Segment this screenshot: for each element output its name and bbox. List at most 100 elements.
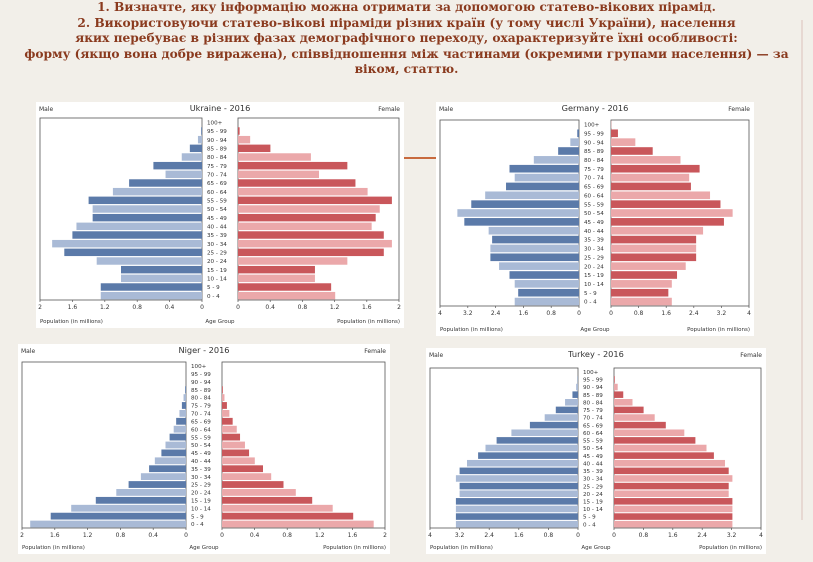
male-bar — [558, 147, 579, 155]
male-bar — [185, 386, 186, 394]
female-bar — [238, 265, 315, 274]
male-bar — [176, 417, 186, 425]
tick-label: 2 — [20, 532, 24, 539]
age-group-label: 25 - 29 — [191, 483, 211, 489]
female-label: Female — [378, 106, 400, 113]
male-bar — [64, 248, 202, 257]
age-group-label: 0 - 4 — [584, 300, 597, 306]
male-bar — [112, 187, 202, 196]
male-bar — [189, 144, 202, 153]
tick-label: 4 — [747, 310, 751, 317]
age-group-label: 30 - 34 — [583, 477, 603, 483]
age-group-label: 80 - 84 — [584, 158, 604, 164]
male-bar — [154, 457, 186, 465]
age-group-label: 40 - 44 — [207, 224, 227, 230]
x-axis-label-right: Population (in millions) — [337, 319, 400, 325]
male-bar — [50, 512, 187, 520]
tick-label: 1.2 — [100, 304, 110, 311]
male-bar — [121, 265, 202, 274]
tick-label: 1.6 — [519, 310, 529, 317]
tick-label: 0 — [577, 310, 581, 317]
age-group-label: 5 - 9 — [191, 514, 204, 520]
x-axis-label-right: Population (in millions) — [687, 327, 750, 333]
female-bar — [611, 244, 697, 253]
male-label: Male — [429, 352, 444, 359]
tick-label: 0.4 — [250, 532, 260, 539]
tick-label: 2.4 — [484, 532, 494, 539]
connector-line — [404, 157, 436, 159]
tick-label: 0.8 — [132, 304, 142, 311]
age-group-label: 35 - 39 — [583, 469, 603, 475]
male-bar — [173, 425, 186, 433]
female-bar — [614, 498, 733, 505]
male-bar — [576, 383, 578, 391]
female-bar — [238, 170, 319, 179]
female-bar — [222, 457, 255, 465]
male-bar — [179, 409, 186, 417]
tick-label: 4 — [759, 532, 763, 539]
male-bar — [181, 153, 202, 161]
age-group-label: 80 - 84 — [207, 155, 227, 161]
age-group-label: 70 - 74 — [207, 172, 227, 178]
tick-label: 1.6 — [50, 532, 60, 539]
age-group-label: 75 - 79 — [207, 164, 227, 170]
male-bar — [100, 291, 202, 300]
tick-label: 3.2 — [463, 310, 473, 317]
male-bar — [467, 459, 578, 467]
male-bar — [485, 191, 579, 200]
chart-title: Turkey - 2016 — [567, 349, 624, 359]
female-bar — [238, 239, 392, 248]
female-bar — [614, 383, 618, 391]
age-group-label: 20 - 24 — [583, 492, 603, 498]
tick-label: 2.4 — [689, 310, 699, 317]
age-group-label: 45 - 49 — [191, 451, 211, 457]
female-bar — [611, 164, 700, 173]
female-bar — [614, 452, 714, 459]
male-bar — [153, 161, 202, 170]
female-bar — [238, 257, 348, 265]
task-line-4: форму (якщо вона добре виражена), співві… — [24, 46, 789, 61]
age-group-label: 95 - 99 — [583, 378, 603, 384]
age-group-label: 35 - 39 — [584, 238, 604, 244]
age-group-label: 80 - 84 — [191, 396, 211, 402]
age-group-label: 25 - 29 — [583, 484, 603, 490]
age-group-label: 40 - 44 — [191, 459, 211, 465]
age-group-label: 45 - 49 — [583, 454, 603, 460]
female-bar — [614, 414, 655, 421]
tick-label: 0.8 — [639, 532, 649, 539]
female-bar — [614, 467, 729, 475]
male-bar — [121, 274, 202, 283]
age-group-label: 65 - 69 — [584, 185, 604, 191]
age-group-label: 60 - 64 — [191, 427, 211, 433]
male-bar — [183, 394, 186, 401]
male-bar — [76, 222, 202, 231]
female-bar — [238, 161, 348, 170]
age-group-label: 80 - 84 — [583, 400, 603, 406]
tick-label: 1.6 — [668, 532, 678, 539]
tick-label: 0.8 — [634, 310, 644, 317]
female-bar — [614, 437, 696, 444]
age-group-label: 50 - 54 — [584, 211, 604, 217]
age-group-label: 40 - 44 — [583, 461, 603, 467]
tick-label: 3.2 — [455, 532, 465, 539]
male-bar — [459, 490, 578, 497]
female-bar — [611, 173, 690, 182]
age-group-label: 55 - 59 — [191, 435, 211, 441]
x-axis-label-center: Age Group — [189, 545, 219, 551]
x-axis-label-left: Population (in millions) — [22, 545, 85, 551]
male-bar — [129, 179, 202, 187]
age-group-label: 15 - 19 — [207, 268, 227, 274]
male-bar — [455, 505, 578, 513]
age-group-label: 25 - 29 — [207, 250, 227, 256]
tick-label: 2 — [397, 304, 401, 311]
age-group-label: 30 - 34 — [191, 475, 211, 481]
age-group-label: 55 - 59 — [584, 202, 604, 208]
female-bar — [222, 465, 263, 473]
age-group-label: 20 - 24 — [191, 491, 211, 497]
male-bar — [572, 391, 578, 398]
male-bar — [514, 297, 579, 306]
age-group-label: 65 - 69 — [191, 419, 211, 425]
male-bar — [72, 231, 203, 239]
female-bar — [238, 187, 368, 196]
male-bar — [457, 209, 579, 217]
